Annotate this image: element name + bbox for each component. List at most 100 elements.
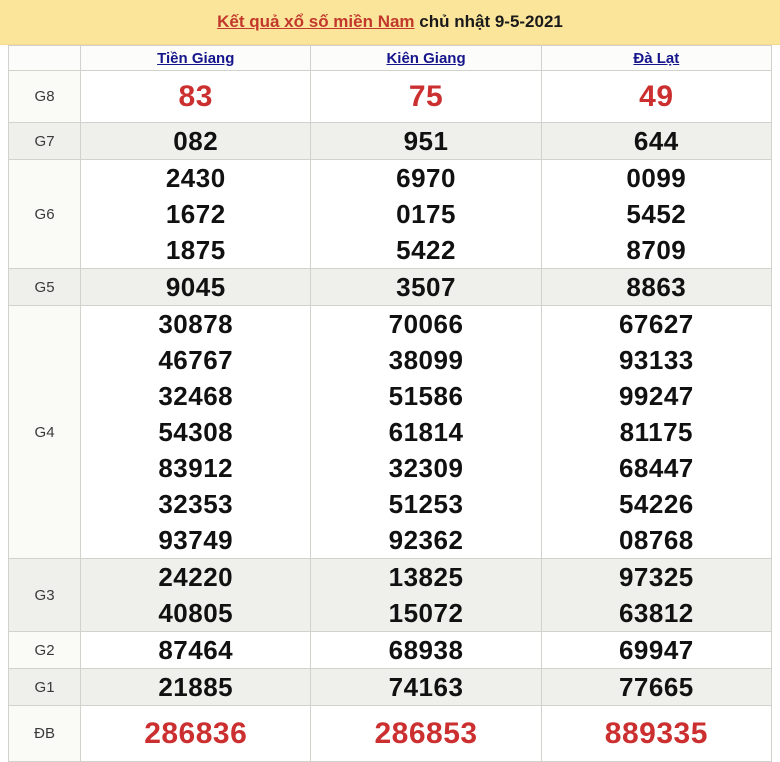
result-number: 5422 xyxy=(396,235,456,265)
result-number: 286836 xyxy=(144,716,248,750)
result-cell: 286836 xyxy=(80,705,312,762)
result-cell: 49 xyxy=(540,70,773,123)
result-number: 24220 xyxy=(158,562,234,592)
title-bar: Kết quả xổ số miền Nam chủ nhật 9-5-2021 xyxy=(0,0,780,45)
result-number: 51586 xyxy=(388,381,464,411)
result-number: 082 xyxy=(173,126,219,156)
page-title: Kết quả xổ số miền Nam chủ nhật 9-5-2021 xyxy=(217,12,563,32)
result-number: 46767 xyxy=(158,345,234,375)
result-cell: 69947 xyxy=(540,631,773,669)
result-cell: 74163 xyxy=(310,668,542,706)
result-number: 81175 xyxy=(619,417,694,447)
prize-row-G8: G8 83 75 49 xyxy=(7,70,773,123)
result-cell: 951 xyxy=(310,122,542,160)
result-number: 70066 xyxy=(388,309,464,339)
result-number: 51253 xyxy=(388,489,464,519)
result-number: 32468 xyxy=(158,381,234,411)
result-number: 68938 xyxy=(388,635,464,665)
result-cell: 889335 xyxy=(540,705,773,762)
result-number: 32353 xyxy=(158,489,234,519)
result-number: 83912 xyxy=(158,453,234,483)
result-cell: 644 xyxy=(540,122,773,160)
prize-row-G4: G4 30878 46767 32468 54308 83912 32353 93749 700… xyxy=(7,305,773,559)
result-number: 77665 xyxy=(618,672,694,702)
result-cell: 30878 46767 32468 54308 83912 32353 93749 xyxy=(80,305,312,559)
title-link[interactable]: Kết quả xổ số miền Nam xyxy=(217,12,415,31)
result-cell: 97325 63812 xyxy=(540,558,773,632)
result-number: 644 xyxy=(633,126,679,156)
result-cell: 83 xyxy=(80,70,312,123)
result-number: 6970 xyxy=(396,163,456,193)
prize-row-G2: G2 87464 68938 69947 xyxy=(7,631,773,669)
result-number: 32309 xyxy=(388,453,464,483)
result-number: 74163 xyxy=(388,672,464,702)
column-header-2: Kiên Giang xyxy=(310,45,542,71)
result-cell: 8863 xyxy=(540,268,773,306)
result-cell: 0099 5452 8709 xyxy=(540,159,773,269)
result-number: 2430 xyxy=(165,163,226,193)
province-link[interactable]: Đà Lạt xyxy=(633,49,680,67)
result-number: 54308 xyxy=(158,417,234,447)
prize-label: G4 xyxy=(7,305,82,559)
prize-row-G5: G5 9045 3507 8863 xyxy=(7,268,773,306)
result-cell: 75 xyxy=(310,70,542,123)
prize-row-ĐB: ĐB 286836 286853 889335 xyxy=(7,705,773,762)
result-cell: 24220 40805 xyxy=(80,558,312,632)
prize-label: G7 xyxy=(7,122,82,160)
title-date: chủ nhật 9-5-2021 xyxy=(414,12,563,31)
prize-row-G1: G1 21885 74163 77665 xyxy=(7,668,773,706)
prize-row-G7: G7 082 951 644 xyxy=(7,122,773,160)
result-number: 0099 xyxy=(626,163,687,193)
prize-label: G1 xyxy=(7,668,82,706)
result-number: 68447 xyxy=(618,453,694,483)
column-header-3: Đà Lạt xyxy=(540,45,773,71)
result-number: 08768 xyxy=(618,525,694,555)
result-number: 40805 xyxy=(158,598,234,628)
result-cell: 67627 93133 99247 81175 68447 54226 08768 xyxy=(540,305,773,559)
prize-label: G8 xyxy=(7,70,82,123)
prize-label: G3 xyxy=(7,558,82,632)
result-number: 83 xyxy=(178,79,213,113)
result-number: 93133 xyxy=(618,345,694,375)
result-number: 67627 xyxy=(618,309,694,339)
header-corner-cell xyxy=(7,45,82,71)
result-number: 21885 xyxy=(158,672,234,702)
result-number: 0175 xyxy=(396,199,456,229)
results-table: Tiền Giang Kiên Giang Đà Lạt G8 83 75 49 G7 082… xyxy=(7,45,773,762)
result-number: 99247 xyxy=(618,381,694,411)
result-number: 3507 xyxy=(396,272,456,302)
result-cell: 6970 0175 5422 xyxy=(310,159,542,269)
result-number: 1672 xyxy=(165,199,226,229)
result-cell: 286853 xyxy=(310,705,542,762)
result-number: 8709 xyxy=(626,235,687,265)
result-cell: 21885 xyxy=(80,668,312,706)
result-number: 63812 xyxy=(618,598,694,628)
result-number: 97325 xyxy=(618,562,694,592)
prize-row-G3: G3 24220 40805 13825 15072 97325 63812 xyxy=(7,558,773,632)
result-cell: 13825 15072 xyxy=(310,558,542,632)
result-number: 61814 xyxy=(388,417,464,447)
result-cell: 77665 xyxy=(540,668,773,706)
prize-label: ĐB xyxy=(7,705,82,762)
result-number: 49 xyxy=(639,79,674,113)
header-row: Tiền Giang Kiên Giang Đà Lạt xyxy=(7,45,773,71)
result-number: 951 xyxy=(403,126,449,156)
prize-row-G6: G6 2430 1672 1875 6970 0175 5422 0099 5452 8709 xyxy=(7,159,773,269)
result-cell: 70066 38099 51586 61814 32309 51253 92362 xyxy=(310,305,542,559)
prize-label: G5 xyxy=(7,268,82,306)
result-number: 87464 xyxy=(158,635,234,665)
result-cell: 68938 xyxy=(310,631,542,669)
result-number: 9045 xyxy=(165,272,226,302)
column-header-1: Tiền Giang xyxy=(80,45,312,71)
province-link[interactable]: Kiên Giang xyxy=(386,49,466,67)
result-number: 1875 xyxy=(165,235,226,265)
result-cell: 2430 1672 1875 xyxy=(80,159,312,269)
result-number: 69947 xyxy=(618,635,694,665)
result-number: 15072 xyxy=(388,598,464,628)
prize-label: G2 xyxy=(7,631,82,669)
result-number: 286853 xyxy=(374,716,478,750)
result-number: 13825 xyxy=(388,562,464,592)
province-link[interactable]: Tiền Giang xyxy=(157,49,235,67)
result-number: 92362 xyxy=(388,525,464,555)
